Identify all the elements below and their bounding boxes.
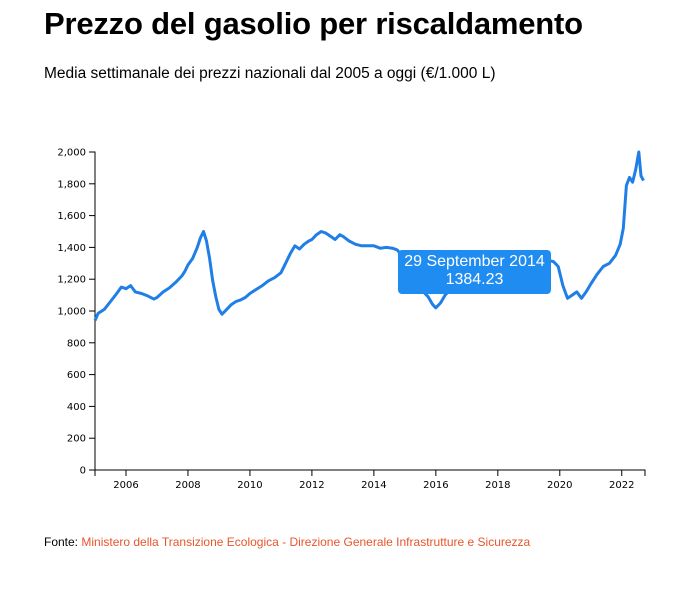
y-tick: 0 (80, 466, 95, 477)
x-tick: 2018 (485, 470, 511, 491)
y-tick-label: 1,000 (57, 307, 86, 318)
x-axis-domain (94, 469, 646, 476)
source-link[interactable]: Ministero della Transizione Ecologica - … (81, 535, 531, 549)
y-tick-label: 600 (67, 370, 86, 381)
source-prefix: Fonte: (44, 535, 82, 549)
x-tick: 2006 (113, 470, 139, 491)
x-tick-label: 2016 (423, 480, 448, 491)
x-tick: 2014 (361, 470, 387, 491)
y-tick-label: 800 (67, 338, 86, 349)
y-tick-label: 1,600 (57, 211, 86, 222)
x-tick: 2020 (547, 470, 573, 491)
y-tick: 400 (67, 402, 95, 413)
x-tick: 2008 (175, 470, 201, 491)
x-tick: 2022 (609, 470, 634, 491)
y-tick: 1,200 (57, 275, 95, 286)
x-axis: 2006 2008 2010 2012 2014 2016 2018 2020 2022 (94, 469, 646, 491)
y-tick-label: 400 (67, 402, 86, 413)
tooltip-value: 1384.23 (445, 271, 504, 288)
x-tick-label: 2012 (299, 480, 324, 491)
x-tick: 2012 (299, 470, 325, 491)
x-tick-label: 2022 (609, 480, 634, 491)
x-tick-label: 2020 (547, 480, 572, 491)
y-axis: 0 200 400 600 800 1,000 1,200 1,400 1,600 1,800 2,… (57, 148, 96, 477)
y-tick-label: 0 (80, 466, 86, 477)
y-tick-label: 2,000 (57, 148, 86, 159)
y-tick-label: 1,800 (57, 179, 86, 190)
y-tick: 1,600 (57, 211, 95, 222)
x-tick-label: 2006 (113, 480, 138, 491)
chart-subtitle: Media settimanale dei prezzi nazionali d… (44, 65, 496, 82)
price-series-line[interactable] (93, 150, 645, 322)
x-tick: 2010 (237, 470, 263, 491)
y-tick: 200 (67, 434, 95, 445)
tooltip-date: 29 September 2014 (404, 253, 545, 270)
hover-tooltip: 29 September 2014 1384.23 (398, 250, 551, 294)
y-tick: 800 (67, 338, 95, 349)
x-tick: 2016 (423, 470, 449, 491)
chart-title: Prezzo del gasolio per riscaldamento (44, 6, 583, 41)
y-tick-label: 1,400 (57, 243, 86, 254)
y-tick: 2,000 (57, 148, 95, 159)
x-tick-label: 2018 (485, 480, 510, 491)
x-tick-label: 2010 (237, 480, 262, 491)
y-tick-label: 1,200 (57, 275, 86, 286)
x-tick-label: 2008 (175, 480, 200, 491)
y-tick: 600 (67, 370, 95, 381)
y-tick-label: 200 (67, 434, 86, 445)
y-tick: 1,000 (57, 307, 95, 318)
y-tick: 1,400 (57, 243, 95, 254)
x-tick-label: 2014 (361, 480, 386, 491)
source-note: Fonte: Ministero della Transizione Ecolo… (44, 535, 530, 549)
y-tick: 1,800 (57, 179, 95, 190)
